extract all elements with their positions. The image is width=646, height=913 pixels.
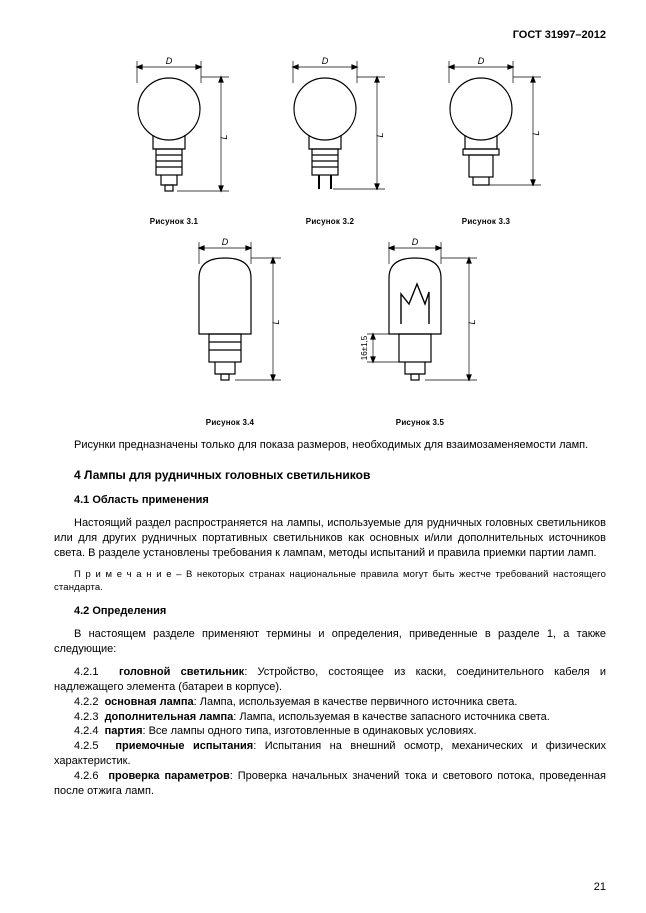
section-4-1-title: 4.1 Область применения: [54, 493, 606, 508]
figure-row-1: D: [54, 53, 606, 228]
svg-text:D: D: [322, 56, 329, 66]
figure-3-2: D L Рисунок 3.: [265, 53, 395, 228]
figure-3-3: D L Рисунок 3.3: [421, 53, 551, 228]
definitions-list: 4.2.1 головной светильник: Устройство, с…: [54, 665, 606, 799]
svg-text:L: L: [467, 319, 477, 324]
svg-text:D: D: [222, 237, 229, 247]
figure-caption: Рисунок 3.1: [109, 217, 239, 228]
svg-text:L: L: [271, 319, 281, 324]
figure-caption: Рисунок 3.5: [345, 418, 495, 429]
figure-row-2: D L Рисунок 3.: [54, 234, 606, 429]
definition-item: 4.2.2 основная лампа: Лампа, используема…: [54, 695, 606, 710]
section-4-title: 4 Лампы для рудничных головных светильни…: [54, 467, 606, 483]
lamp-diagram-icon: D L: [265, 53, 395, 213]
definition-item: 4.2.4 партия: Все лампы одного типа, изг…: [54, 724, 606, 739]
doc-header: ГОСТ 31997–2012: [54, 28, 606, 43]
section-4-1-body: Настоящий раздел распространяется на лам…: [54, 516, 606, 561]
svg-text:L: L: [219, 134, 229, 139]
figure-3-1: D: [109, 53, 239, 228]
note-label: П р и м е ч а н и е: [74, 569, 172, 580]
svg-text:L: L: [531, 130, 541, 135]
figure-3-5: D L: [345, 234, 495, 429]
section-4-2-title: 4.2 Определения: [54, 604, 606, 619]
svg-text:16±1,5: 16±1,5: [360, 335, 369, 360]
definition-item: 4.2.1 головной светильник: Устройство, с…: [54, 665, 606, 695]
figure-3-4: D L Рисунок 3.: [165, 234, 295, 429]
svg-text:D: D: [478, 56, 485, 66]
page: ГОСТ 31997–2012 D: [0, 0, 646, 913]
svg-text:D: D: [166, 56, 173, 66]
definition-item: 4.2.6 проверка параметров: Проверка нача…: [54, 769, 606, 799]
definition-item: 4.2.3 дополнительная лампа: Лампа, испол…: [54, 710, 606, 725]
section-4-2-intro: В настоящем разделе применяют термины и …: [54, 627, 606, 657]
lamp-diagram-icon: D L: [345, 234, 495, 414]
note: П р и м е ч а н и е – В некоторых страна…: [54, 569, 606, 595]
lamp-diagram-icon: D: [109, 53, 239, 213]
figure-caption: Рисунок 3.4: [165, 418, 295, 429]
definition-item: 4.2.5 приемочные испытания: Испытания на…: [54, 739, 606, 769]
svg-text:D: D: [412, 237, 419, 247]
figures-note: Рисунки предназначены только для показа …: [54, 438, 606, 453]
lamp-diagram-icon: D L: [165, 234, 295, 414]
figure-caption: Рисунок 3.2: [265, 217, 395, 228]
lamp-diagram-icon: D L: [421, 53, 551, 213]
page-number: 21: [594, 880, 606, 895]
svg-text:L: L: [375, 132, 385, 137]
figure-caption: Рисунок 3.3: [421, 217, 551, 228]
